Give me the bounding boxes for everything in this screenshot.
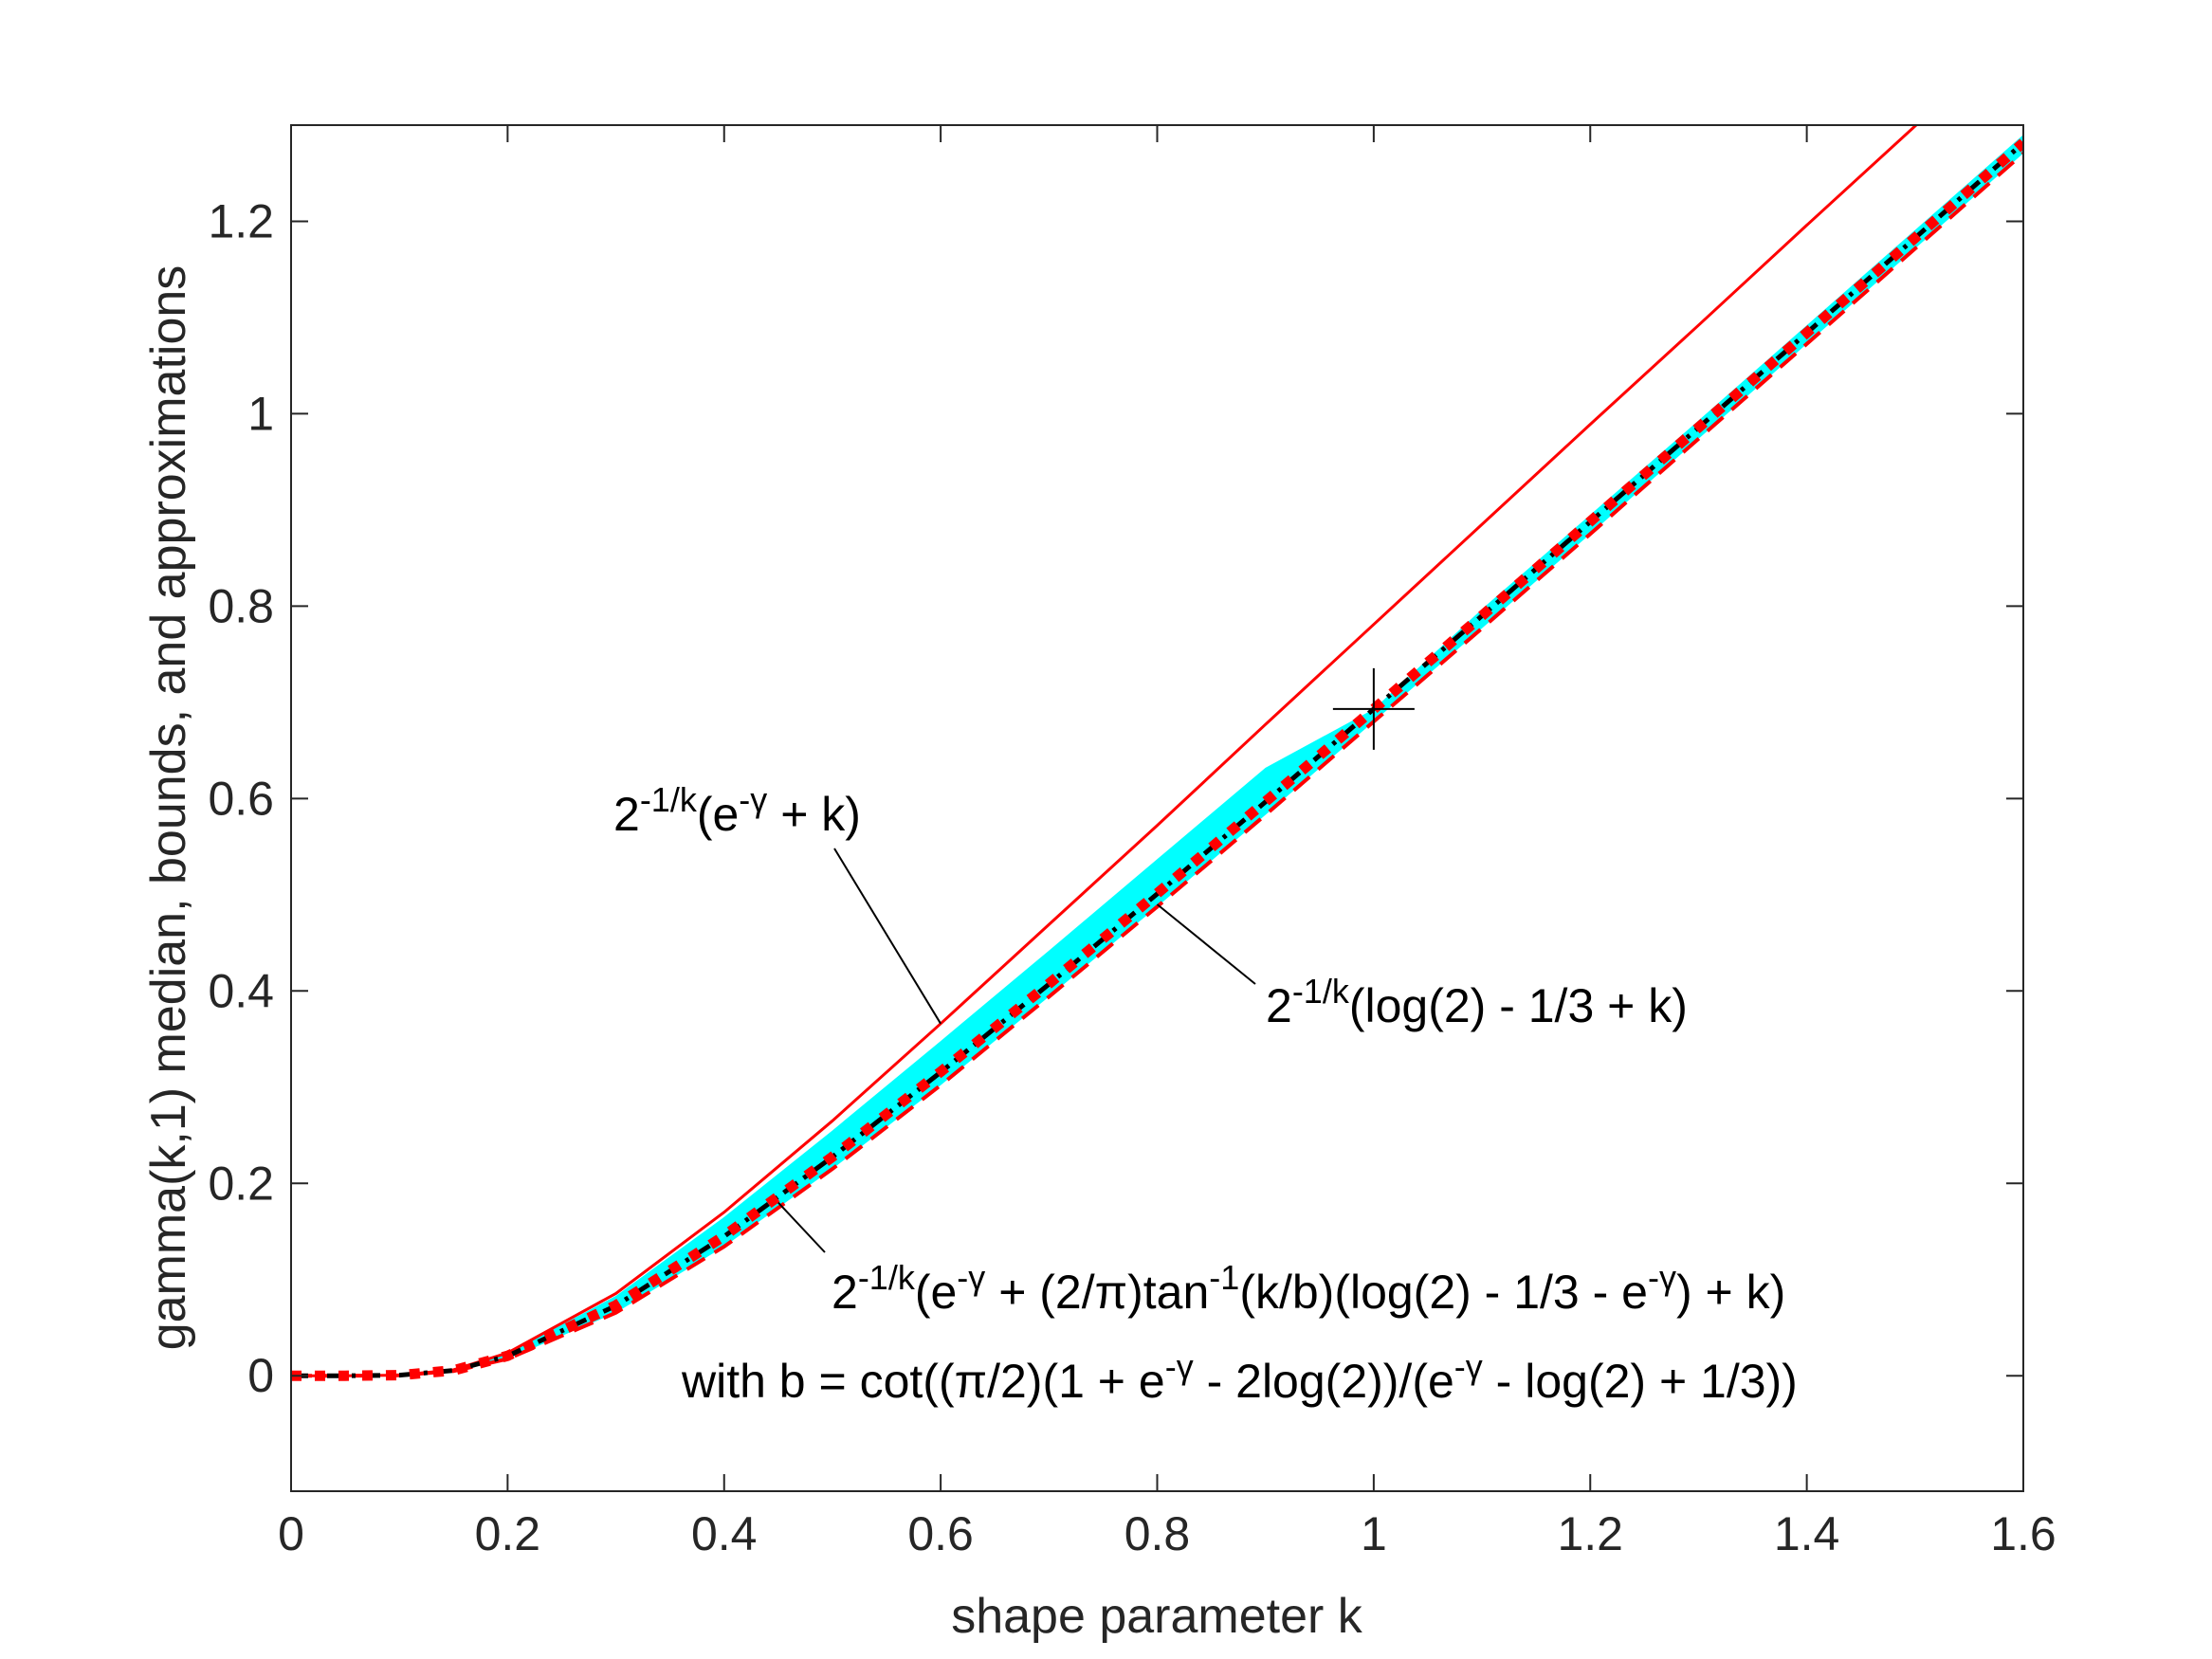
annotation-segment: (k/b)(log(2) - 1/3 - e [1239, 1266, 1648, 1319]
annotation-superscript: -1/k [640, 780, 698, 819]
annotation-segment: with b = cot((π/2)(1 + e [681, 1355, 1165, 1408]
annotation-text: 2-1/k(e-γ + k) [613, 780, 861, 841]
annotation-segment: + k) [767, 788, 861, 841]
annotation-leader-line [1156, 903, 1256, 985]
annotation-segment: - log(2) + 1/3)) [1483, 1355, 1798, 1408]
x-tick-label: 1.2 [1557, 1507, 1623, 1560]
series-line-dotted [291, 138, 2023, 1381]
annotation-segment: ) + k) [1676, 1266, 1785, 1319]
y-axis-label: gamma(k,1) median, bounds, and approxima… [141, 265, 196, 1351]
series-line-dashed [291, 152, 2023, 1378]
annotation-segment: + (2/π)tan [985, 1266, 1209, 1319]
y-tick-label: 0.6 [208, 772, 274, 825]
annotation-segment: 2 [832, 1266, 858, 1319]
x-axis-label: shape parameter k [951, 1589, 1363, 1644]
x-tick-label: 1.6 [1990, 1507, 2057, 1560]
x-tick-label: 0.2 [475, 1507, 541, 1560]
annotation-leader-line [777, 1201, 826, 1253]
annotation-text: with b = cot((π/2)(1 + e-γ - 2log(2))/(e… [681, 1347, 1798, 1408]
y-tick-label: 0 [247, 1349, 274, 1402]
y-tick-label: 0.2 [208, 1157, 274, 1210]
annotation-superscript: -γ [1648, 1258, 1676, 1297]
annotation-superscript: -1/k [1292, 972, 1350, 1011]
annotation-superscript: -γ [1165, 1347, 1194, 1386]
x-tick-label: 0 [278, 1507, 304, 1560]
x-tick-label: 0.6 [907, 1507, 974, 1560]
annotation-segment: (e [697, 788, 739, 841]
y-tick-label: 1 [247, 387, 274, 440]
x-tick-label: 0.8 [1124, 1507, 1191, 1560]
annotation-segment: - 2log(2))/(e [1194, 1355, 1454, 1408]
annotation-superscript: -γ [739, 780, 767, 819]
annotation-superscript: -1/k [858, 1258, 916, 1297]
annotation-segment: (e [915, 1266, 957, 1319]
x-tick-label: 1 [1361, 1507, 1387, 1560]
y-tick-label: 1.2 [208, 194, 274, 247]
plot-area [291, 125, 2023, 1491]
annotation-text: 2-1/k(log(2) - 1/3 + k) [1266, 972, 1688, 1032]
annotation-segment: 2 [1266, 979, 1292, 1032]
annotation-text: 2-1/k(e-γ + (2/π)tan-1(k/b)(log(2) - 1/3… [832, 1258, 1785, 1319]
annotation-segment: 2 [613, 788, 640, 841]
annotation-superscript: -γ [1454, 1347, 1483, 1386]
y-tick-label: 0.4 [208, 964, 274, 1017]
x-tick-label: 1.4 [1774, 1507, 1840, 1560]
annotation-segment: (log(2) - 1/3 + k) [1349, 979, 1688, 1032]
y-tick-label: 0.8 [208, 579, 274, 632]
annotation-superscript: -1 [1209, 1258, 1239, 1297]
annotation-leader-line [833, 848, 941, 1025]
annotation-superscript: -γ [957, 1258, 985, 1297]
x-tick-label: 0.4 [691, 1507, 758, 1560]
